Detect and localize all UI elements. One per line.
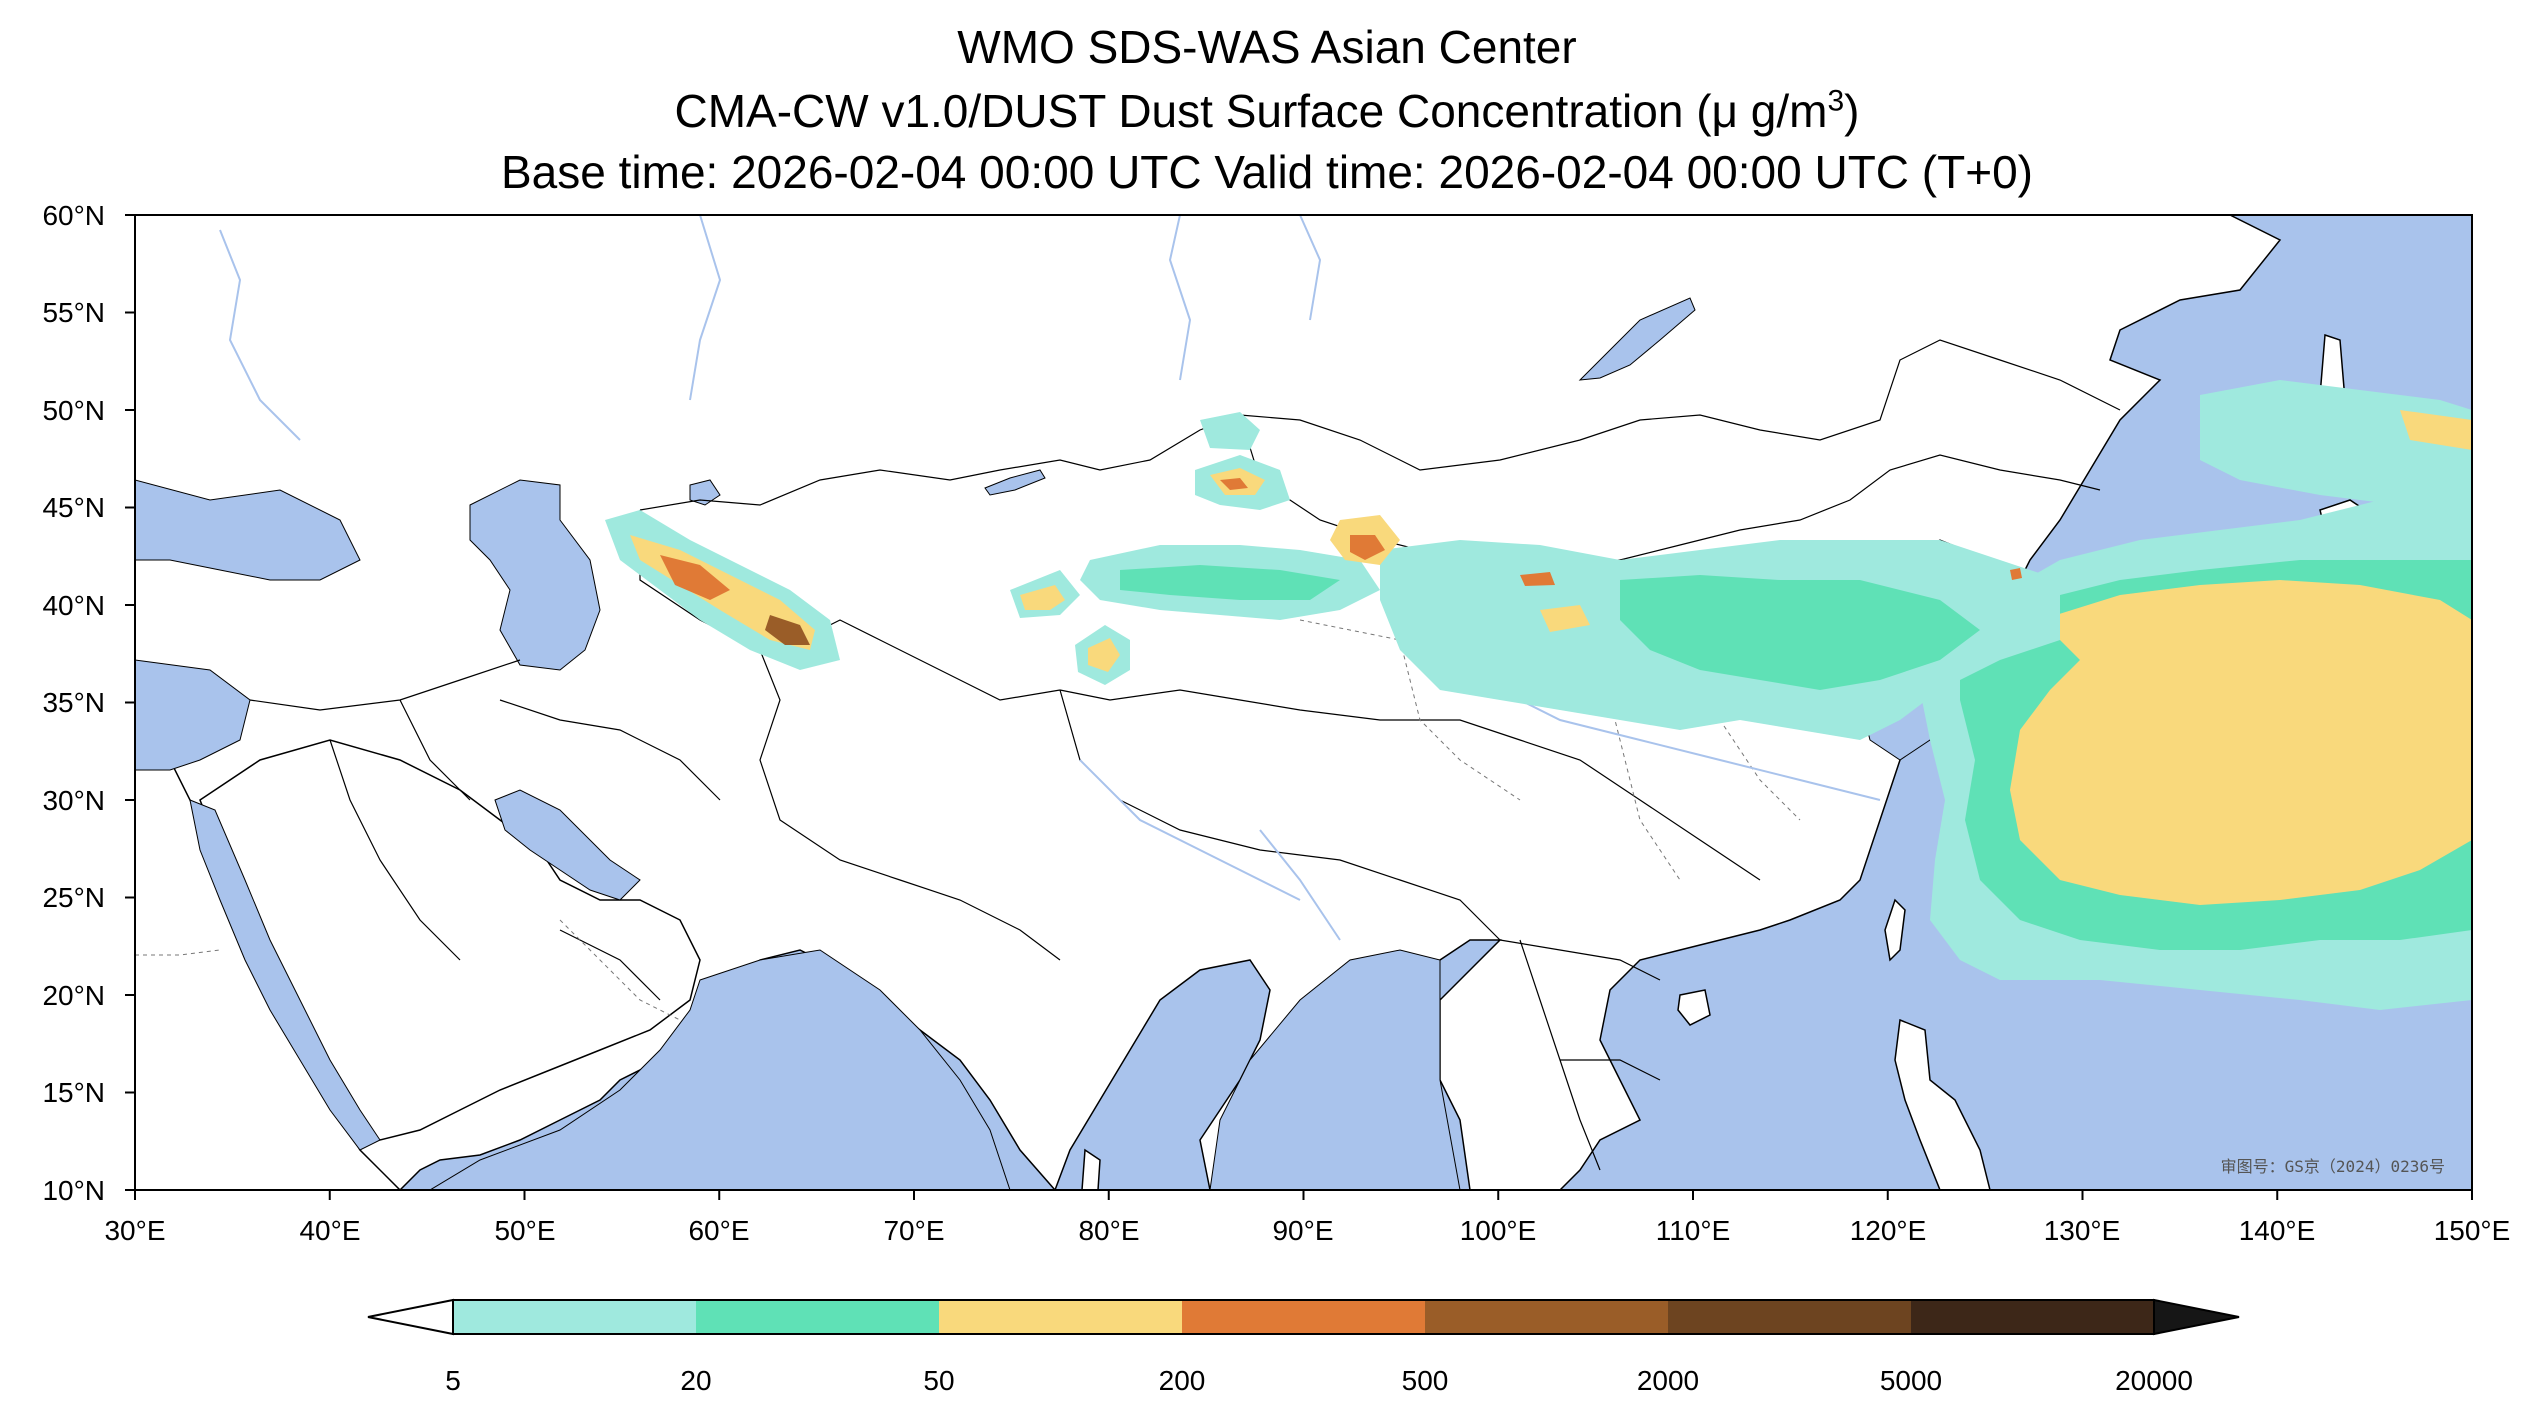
lake-baikal: [1578, 297, 1696, 381]
land-philippines: [1894, 1018, 1991, 1190]
lon-tick-label: 150°E: [2434, 1215, 2511, 1246]
lat-tick-label: 25°N: [42, 882, 105, 913]
colorbar-label: 50: [923, 1365, 954, 1396]
dust-level-200-xinjiang: [1350, 535, 1385, 560]
lat-tick-label: 55°N: [42, 297, 105, 328]
subtitle-suffix: ): [1844, 85, 1860, 137]
lat-tick-label: 60°N: [42, 200, 105, 231]
persian-gulf: [494, 789, 641, 901]
red-sea: [189, 799, 381, 1151]
lon-tick-label: 140°E: [2239, 1215, 2316, 1246]
lon-tick-label: 60°E: [688, 1215, 749, 1246]
lon-axis: 30°E 40°E 50°E 60°E 70°E 80°E 90°E 100°E…: [104, 1190, 2510, 1246]
colorbar-label: 20000: [2115, 1365, 2193, 1396]
dust-level-200-dzungaria: [1220, 478, 1248, 490]
bay-of-bengal: [1209, 949, 1461, 1190]
dust-level-20-china: [1620, 575, 1980, 690]
lat-tick-label: 15°N: [42, 1077, 105, 1108]
colorbar-extend-min: [367, 1298, 454, 1336]
lon-tick-label: 80°E: [1078, 1215, 1139, 1246]
dust-level-200-korea: [2010, 568, 2022, 580]
map-area[interactable]: 审图号：GS京（2024）0236号: [135, 215, 2472, 1190]
dust-level-50-kazakh: [1020, 585, 1065, 610]
dust-level-500-central-asia: [765, 615, 810, 645]
land-taiwan: [1884, 898, 1906, 962]
lon-tick-label: 110°E: [1656, 1215, 1731, 1246]
lat-tick-label: 10°N: [42, 1175, 105, 1206]
lon-tick-label: 70°E: [883, 1215, 944, 1246]
subtitle-prefix: CMA-CW v1.0/DUST Dust Surface Concentrat…: [674, 85, 1712, 137]
lat-tick-label: 35°N: [42, 687, 105, 718]
map-subtitle: CMA-CW v1.0/DUST Dust Surface Concentrat…: [0, 84, 2534, 138]
colorbar-label: 5: [445, 1365, 461, 1396]
colorbar-segment: [1425, 1300, 1668, 1334]
map-title: WMO SDS-WAS Asian Center: [957, 21, 1577, 73]
colorbar-label: 2000: [1637, 1365, 1699, 1396]
lat-tick-label: 20°N: [42, 980, 105, 1011]
colorbar-label: 5000: [1880, 1365, 1942, 1396]
caspian-sea: [469, 479, 601, 671]
dust-level-20-xinjiang: [1120, 565, 1340, 600]
land-sri-lanka: [1081, 1148, 1101, 1190]
dust-level-200-china: [1520, 572, 1555, 586]
lon-tick-label: 130°E: [2044, 1215, 2121, 1246]
colorbar: 5 20 50 200 500 2000 5000 20000: [367, 1298, 2240, 1396]
aral-sea: [689, 479, 721, 506]
lat-axis: 60°N 55°N 50°N 45°N 40°N 35°N 30°N 25°N …: [42, 200, 135, 1206]
dust-level-50-north-pacific: [2400, 410, 2472, 450]
dust-contours: [605, 380, 2472, 1010]
lat-tick-label: 30°N: [42, 785, 105, 816]
lat-tick-label: 45°N: [42, 492, 105, 523]
subtitle-unit: μ g/m: [1711, 85, 1828, 137]
colorbar-segment: [696, 1300, 939, 1334]
dust-level-50-tarim: [1088, 638, 1120, 672]
black-sea: [135, 479, 361, 581]
colorbar-label: 500: [1402, 1365, 1449, 1396]
lat-tick-label: 50°N: [42, 395, 105, 426]
arabian-sea: [429, 949, 1011, 1190]
dust-level-50-china: [1540, 605, 1590, 632]
colorbar-label: 20: [680, 1365, 711, 1396]
lon-tick-label: 120°E: [1850, 1215, 1927, 1246]
lake-balkhash: [984, 469, 1046, 496]
lon-tick-label: 40°E: [299, 1215, 360, 1246]
lon-tick-label: 100°E: [1460, 1215, 1537, 1246]
colorbar-segment: [1668, 1300, 1911, 1334]
colorbar-segment: [939, 1300, 1182, 1334]
colorbar-extend-max: [2153, 1298, 2240, 1336]
colorbar-label: 200: [1159, 1365, 1206, 1396]
time-info: Base time: 2026-02-04 00:00 UTC Valid ti…: [501, 146, 2033, 198]
colorbar-segment: [1182, 1300, 1425, 1334]
land-hainan: [1677, 989, 1711, 1026]
lat-tick-label: 40°N: [42, 590, 105, 621]
dust-level-50-pacific: [2010, 580, 2472, 905]
colorbar-segment: [453, 1300, 696, 1334]
dust-level-200-central-asia: [660, 555, 730, 600]
subtitle-unit-exponent: 3: [1827, 84, 1845, 118]
lon-tick-label: 50°E: [494, 1215, 555, 1246]
mediterranean: [135, 659, 251, 771]
colorbar-segment: [1911, 1300, 2154, 1334]
review-number: 审图号：GS京（2024）0236号: [2221, 1157, 2445, 1176]
lon-tick-label: 30°E: [104, 1215, 165, 1246]
colorbar-frame: [452, 1299, 2155, 1335]
lon-tick-label: 90°E: [1272, 1215, 1333, 1246]
dust-level-5-mongolia: [1200, 412, 1260, 450]
